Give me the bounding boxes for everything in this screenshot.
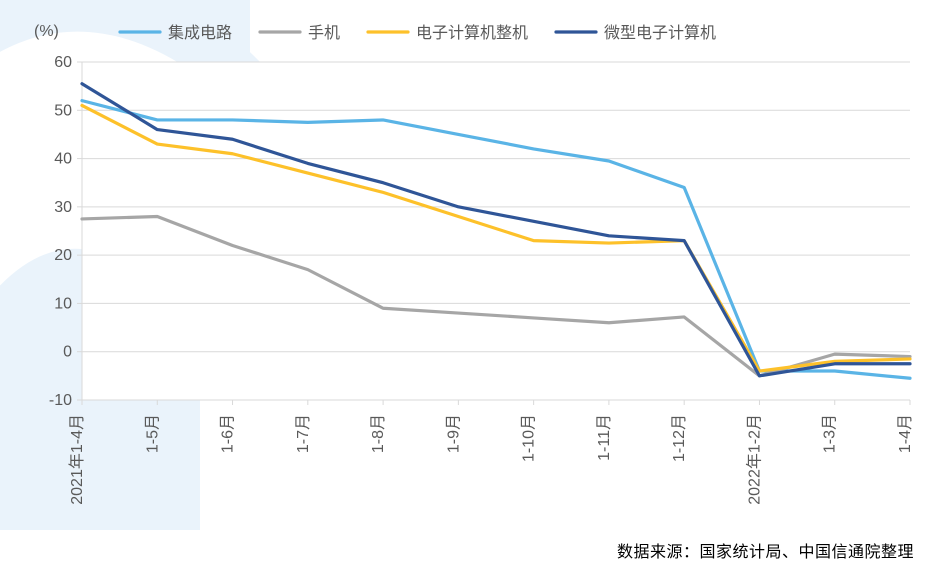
x-tick-label: 1-9月 <box>445 414 462 453</box>
x-tick-label: 1-11月 <box>596 414 613 461</box>
x-tick-label: 2021年1-4月 <box>68 414 86 505</box>
legend-item-s3: 电子计算机整机 <box>368 23 528 42</box>
x-tick-label: 1-12月 <box>671 414 688 462</box>
y-tick-label: -10 <box>49 392 72 409</box>
y-tick-label: 30 <box>54 199 72 216</box>
x-tick-label: 1-4月 <box>897 414 914 453</box>
legend-item-s2: 手机 <box>260 24 340 42</box>
x-tick-label: 1-7月 <box>295 414 312 453</box>
x-tick-label: 1-3月 <box>822 414 839 453</box>
legend-item-s4: 微型电子计算机 <box>556 23 716 42</box>
y-axis-label: (%) <box>34 23 59 40</box>
line-chart: -10 0 10 20 30 40 50 60 (%) 2021年1-4月 1-5月 1-6月 1-7月… <box>0 0 930 530</box>
y-tick-label: 0 <box>63 344 72 361</box>
x-tick-label: 1-6月 <box>220 414 237 453</box>
x-tick-label: 2022年1-2月 <box>745 414 763 505</box>
legend-label: 集成电路 <box>168 24 232 42</box>
legend-label: 微型电子计算机 <box>604 23 716 42</box>
y-tick-label: 60 <box>54 54 72 71</box>
x-tick-label: 1-8月 <box>370 414 387 453</box>
y-tick-label: 20 <box>54 247 72 264</box>
plot-area <box>82 62 910 400</box>
chart-container: -10 0 10 20 30 40 50 60 (%) 2021年1-4月 1-5月 1-6月 1-7月… <box>0 0 930 566</box>
x-tick-label: 1-5月 <box>144 414 161 453</box>
y-tick-label: 40 <box>54 151 72 168</box>
legend-label: 手机 <box>308 24 340 42</box>
x-tick-label: 1-10月 <box>521 414 538 462</box>
data-source-caption: 数据来源：国家统计局、中国信通院整理 <box>0 538 930 562</box>
legend-label: 电子计算机整机 <box>416 23 528 42</box>
y-tick-label: 10 <box>54 295 72 312</box>
y-tick-label: 50 <box>54 102 72 119</box>
